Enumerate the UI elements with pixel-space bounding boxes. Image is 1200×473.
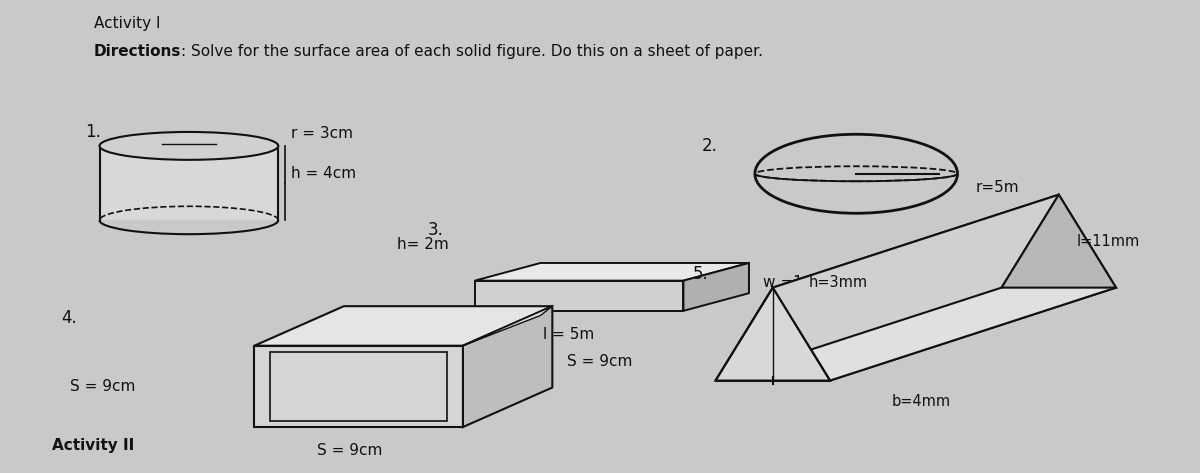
Ellipse shape [100,132,278,160]
Text: 4.: 4. [61,309,77,327]
Text: S = 9cm: S = 9cm [566,354,632,369]
Polygon shape [715,288,1116,381]
Text: S = 9cm: S = 9cm [317,443,383,458]
Text: 2.: 2. [701,137,718,155]
Polygon shape [715,288,830,381]
Text: l = 5m: l = 5m [544,326,595,342]
Polygon shape [684,263,749,311]
Text: S = 9cm: S = 9cm [70,379,136,394]
Polygon shape [475,280,684,311]
Text: h=3mm: h=3mm [809,275,868,290]
Polygon shape [463,306,552,346]
Text: l=11mm: l=11mm [1076,234,1140,249]
Polygon shape [715,195,1058,381]
Text: 3.: 3. [427,221,443,239]
Text: b=4mm: b=4mm [892,394,952,409]
Polygon shape [254,306,552,346]
Polygon shape [475,263,749,280]
Polygon shape [463,306,552,427]
Text: h = 4cm: h = 4cm [292,166,356,181]
Text: w =1m: w =1m [763,275,818,290]
Polygon shape [100,146,278,220]
Polygon shape [1002,195,1116,288]
Text: 5.: 5. [692,265,709,283]
Text: Activity II: Activity II [52,438,134,453]
Text: h= 2m: h= 2m [397,237,449,252]
Text: Activity I: Activity I [94,16,160,31]
Text: : Solve for the surface area of each solid figure. Do this on a sheet of paper.: : Solve for the surface area of each sol… [180,44,762,59]
Text: Directions: Directions [94,44,181,59]
Text: r = 3cm: r = 3cm [292,126,353,141]
Text: r=5m: r=5m [976,180,1019,195]
Polygon shape [254,346,463,427]
Polygon shape [773,195,1116,381]
Text: 1.: 1. [85,123,101,141]
